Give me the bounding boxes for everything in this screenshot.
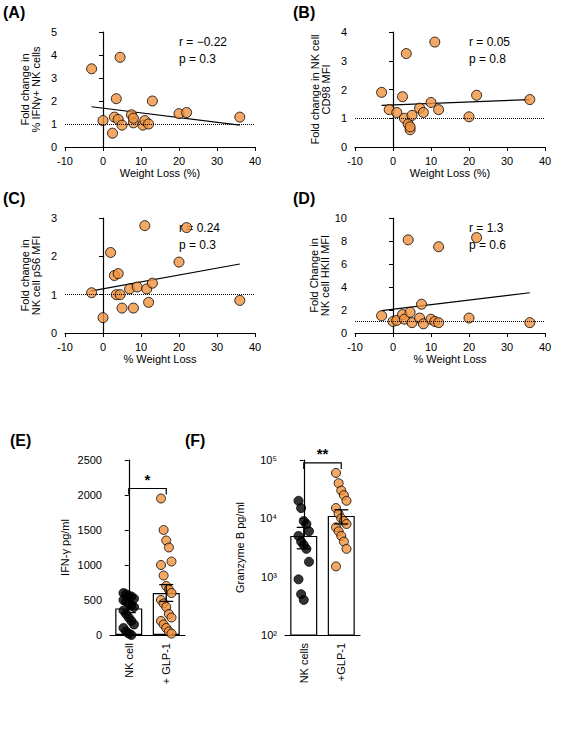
svg-text:(F): (F) — [185, 432, 205, 449]
svg-text:r = 1.3: r = 1.3 — [469, 221, 504, 235]
svg-text:40: 40 — [539, 341, 551, 353]
svg-text:10: 10 — [335, 212, 347, 224]
svg-text:NK cell: NK cell — [123, 643, 135, 678]
svg-text:(C): (C) — [3, 190, 25, 207]
svg-text:p = 0.3: p = 0.3 — [179, 52, 216, 66]
svg-text:Fold Change in: Fold Change in — [308, 238, 321, 313]
svg-text:10: 10 — [425, 341, 437, 353]
svg-text:(D): (D) — [293, 190, 315, 207]
svg-text:Fold change in: Fold change in — [18, 239, 31, 312]
svg-text:5: 5 — [51, 26, 57, 38]
svg-text:0: 0 — [341, 327, 347, 339]
svg-text:2: 2 — [341, 304, 347, 316]
svg-text:20: 20 — [173, 341, 185, 353]
svg-text:1000: 1000 — [78, 559, 102, 571]
svg-text:+GLP-1: +GLP-1 — [335, 643, 347, 681]
svg-text:0: 0 — [341, 141, 347, 153]
svg-text:500: 500 — [84, 594, 102, 606]
svg-text:0: 0 — [390, 341, 396, 353]
svg-text:30: 30 — [211, 341, 223, 353]
svg-text:20: 20 — [463, 155, 475, 167]
svg-text:4: 4 — [341, 26, 347, 38]
svg-text:6: 6 — [341, 258, 347, 270]
svg-text:0: 0 — [51, 141, 57, 153]
svg-text:-10: -10 — [347, 341, 363, 353]
svg-text:Granzyme B pg/ml: Granzyme B pg/ml — [234, 502, 246, 593]
svg-text:10²: 10² — [261, 629, 277, 641]
svg-text:10: 10 — [425, 155, 437, 167]
svg-text:**: ** — [317, 445, 329, 462]
svg-text:1: 1 — [341, 112, 347, 124]
svg-text:4: 4 — [341, 281, 347, 293]
svg-text:NK cell HKII MFI: NK cell HKII MFI — [319, 235, 331, 316]
svg-text:10³: 10³ — [261, 571, 277, 583]
svg-text:CD98 MFI: CD98 MFI — [320, 64, 332, 114]
svg-text:40: 40 — [249, 155, 261, 167]
svg-text:30: 30 — [211, 155, 223, 167]
svg-text:% Weight Loss: % Weight Loss — [123, 353, 197, 365]
svg-text:NK cell pS6 MFI: NK cell pS6 MFI — [30, 236, 42, 315]
svg-text:10⁵: 10⁵ — [260, 454, 277, 466]
svg-text:-10: -10 — [57, 155, 73, 167]
svg-text:30: 30 — [501, 341, 513, 353]
svg-text:10⁴: 10⁴ — [260, 512, 277, 524]
svg-text:-10: -10 — [347, 155, 363, 167]
svg-text:NK cells: NK cells — [298, 643, 310, 684]
svg-text:Fold change in: Fold change in — [18, 53, 31, 126]
svg-text:r = −0.22: r = −0.22 — [179, 35, 227, 49]
svg-text:0: 0 — [96, 629, 102, 641]
svg-text:2: 2 — [341, 84, 347, 96]
svg-text:10: 10 — [135, 155, 147, 167]
svg-text:30: 30 — [501, 155, 513, 167]
svg-text:2: 2 — [51, 250, 57, 262]
svg-text:1: 1 — [51, 118, 57, 130]
svg-text:3: 3 — [51, 212, 57, 224]
svg-text:(A): (A) — [3, 4, 25, 21]
svg-text:(E): (E) — [10, 432, 31, 449]
svg-text:3: 3 — [51, 72, 57, 84]
svg-text:p = 0.3: p = 0.3 — [179, 238, 216, 252]
svg-text:p = 0.8: p = 0.8 — [469, 52, 506, 66]
svg-text:2: 2 — [51, 95, 57, 107]
svg-text:Fold change in NK cell: Fold change in NK cell — [308, 34, 321, 145]
svg-text:20: 20 — [173, 155, 185, 167]
svg-text:8: 8 — [341, 235, 347, 247]
svg-text:40: 40 — [249, 341, 261, 353]
svg-text:Weight Loss (%): Weight Loss (%) — [410, 167, 491, 179]
svg-text:0: 0 — [100, 341, 106, 353]
svg-text:0: 0 — [100, 155, 106, 167]
svg-text:20: 20 — [463, 341, 475, 353]
svg-text:+ GLP-1: + GLP-1 — [160, 643, 172, 684]
svg-text:40: 40 — [539, 155, 551, 167]
svg-text:% IFNγ+ NK cells: % IFNγ+ NK cells — [30, 46, 42, 132]
svg-text:0: 0 — [51, 327, 57, 339]
svg-text:4: 4 — [51, 49, 57, 61]
svg-text:r = 0.05: r = 0.05 — [469, 35, 510, 49]
svg-text:Weight Loss (%): Weight Loss (%) — [120, 167, 201, 179]
svg-text:% Weight Loss: % Weight Loss — [413, 353, 487, 365]
svg-text:-10: -10 — [57, 341, 73, 353]
svg-text:IFN-γ pg/ml: IFN-γ pg/ml — [59, 519, 71, 576]
svg-text:r = 0.24: r = 0.24 — [179, 221, 220, 235]
svg-text:10: 10 — [135, 341, 147, 353]
svg-text:1: 1 — [51, 289, 57, 301]
svg-text:(B): (B) — [293, 4, 315, 21]
svg-text:0: 0 — [390, 155, 396, 167]
svg-text:3: 3 — [341, 55, 347, 67]
svg-text:2500: 2500 — [78, 454, 102, 466]
svg-text:1500: 1500 — [78, 524, 102, 536]
svg-text:2000: 2000 — [78, 489, 102, 501]
svg-text:p = 0.6: p = 0.6 — [469, 238, 506, 252]
svg-text:*: * — [145, 471, 151, 488]
